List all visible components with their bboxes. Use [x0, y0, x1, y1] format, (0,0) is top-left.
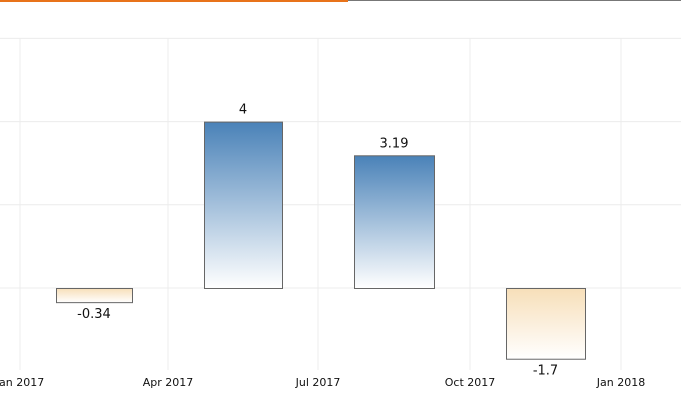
header-accent-line	[0, 0, 348, 2]
x-tick-label: Oct 2017	[445, 376, 496, 389]
x-axis-ticks: Jan 2017 Apr 2017 Jul 2017 Oct 2017 Jan 2018	[0, 376, 645, 389]
label-layer: -0.34 4 3.19 -1.7	[77, 103, 558, 379]
data-label-4: -1.7	[533, 364, 558, 379]
data-label-3: 3.19	[380, 136, 409, 151]
data-label-1: -0.34	[77, 307, 111, 322]
x-tick-label: Apr 2017	[143, 376, 194, 389]
x-tick-label: Jan 2018	[596, 376, 645, 389]
bar-4	[506, 288, 586, 360]
bar-2	[204, 121, 283, 289]
header-rule-line	[348, 0, 681, 1]
x-tick-label: Jul 2017	[295, 376, 341, 389]
bar-3	[354, 155, 435, 289]
data-label-2: 4	[239, 103, 247, 118]
bar-layer	[56, 121, 586, 360]
x-tick-label: Jan 2017	[0, 376, 44, 389]
bar-1	[56, 288, 133, 304]
